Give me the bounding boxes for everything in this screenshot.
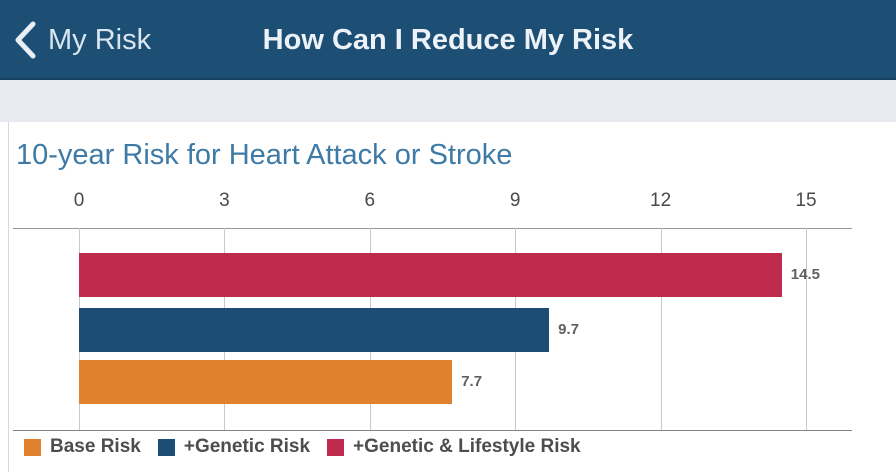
legend-swatch-icon <box>157 438 175 456</box>
chart-card <box>8 122 896 472</box>
legend-swatch-icon <box>327 438 345 456</box>
back-button[interactable]: My Risk <box>12 0 151 80</box>
legend-label: +Genetic & Lifestyle Risk <box>353 436 581 457</box>
back-button-label: My Risk <box>48 24 152 56</box>
x-tick-label: 12 <box>650 190 672 211</box>
legend-label: Base Risk <box>50 436 141 457</box>
chart-legend: Base Risk +Genetic Risk +Genetic & Lifesty… <box>24 436 598 458</box>
legend-label: +Genetic Risk <box>183 436 311 457</box>
x-tick-label: 15 <box>795 190 817 211</box>
legend-swatch-icon <box>24 438 41 456</box>
gridline <box>806 228 807 430</box>
bar--genetic-risk <box>79 308 550 352</box>
x-tick-label: 9 <box>509 190 521 211</box>
bar-value-label: 7.7 <box>461 373 483 390</box>
page-title: How Can I Reduce My Risk <box>262 24 634 56</box>
bar--genetic-lifestyle-risk <box>79 253 782 297</box>
x-tick-label: 0 <box>73 190 85 211</box>
bar-value-label: 14.5 <box>790 266 820 283</box>
x-tick-label: 6 <box>364 190 376 211</box>
gridline <box>660 228 662 430</box>
chevron-left-icon <box>15 21 36 59</box>
legend-item: +Genetic & Lifestyle Risk <box>327 436 581 458</box>
content-background-band <box>0 80 896 122</box>
bar-base-risk <box>79 360 453 404</box>
x-axis-line-bottom <box>13 430 852 431</box>
x-axis-line-top <box>13 228 852 229</box>
legend-item: +Genetic Risk <box>157 436 311 458</box>
legend-item: Base Risk <box>24 436 141 458</box>
x-tick-label: 3 <box>219 190 230 211</box>
bar-value-label: 9.7 <box>558 321 579 338</box>
chart-title: 10-year Risk for Heart Attack or Stroke <box>16 139 513 171</box>
nav-bar: My Risk How Can I Reduce My Risk <box>0 0 896 80</box>
